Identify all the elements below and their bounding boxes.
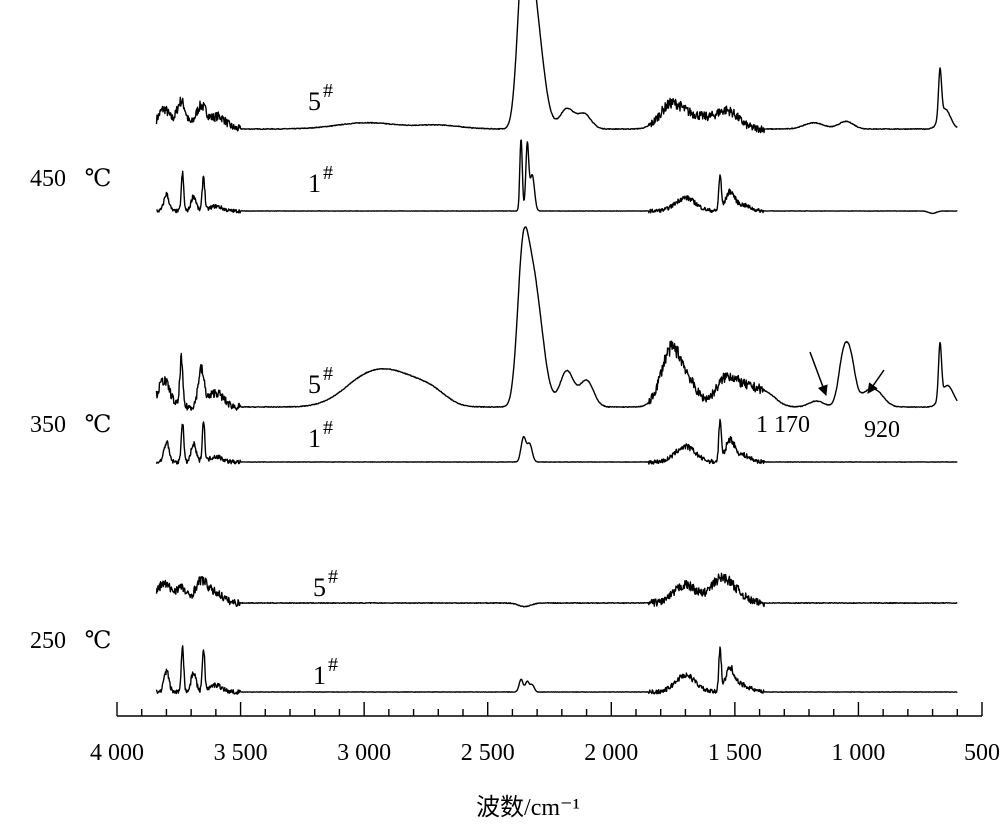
temperature-unit-450: ℃ [85,166,112,192]
series-label-main: 5 [313,573,326,602]
annotation-arrow-1170 [809,351,828,396]
spectrum-250-1 [155,645,958,695]
spectrum-250-5 [155,572,958,608]
temperature-label-250: 250 [30,628,66,654]
x-axis-tick-labels: 4 000 3 500 3 000 2 500 2 000 1 500 1 000 500 [90,740,1000,766]
x-axis: 4 000 3 500 3 000 2 500 2 000 1 500 1 000 500 波… [90,702,1000,821]
temperature-unit-250: ℃ [85,628,112,654]
x-tick-label: 2 000 [584,740,638,766]
temperature-unit-350: ℃ [85,412,112,438]
x-tick-label: 4 000 [90,740,144,766]
series-labels: 5 #1 #5 #1 #5 #1 # [308,80,338,690]
temperature-label-450: 450 [30,166,66,192]
series-label-main: 5 [308,87,321,116]
series-label-250-1: 1 # [313,654,338,690]
temperature-labels: 450 ℃ 350 ℃ 250 ℃ [30,166,111,654]
x-tick-label: 1 500 [708,740,762,766]
series-label-450-1: 1 # [308,162,333,198]
annotation-arrow-920 [867,369,885,394]
x-tick-label: 1 000 [831,740,885,766]
annotations: 1 170 920 [756,351,900,443]
spectrum-350-5 [155,226,958,411]
spectrum-350-1 [155,418,958,465]
series-label-sup: # [323,417,333,439]
series-label-sup: # [323,162,333,184]
series-label-main: 5 [308,370,321,399]
series-label-350-5: 5 # [308,363,333,399]
series-label-sup: # [328,654,338,676]
temperature-label-350: 350 [30,412,66,438]
series-label-sup: # [323,80,333,102]
spectrum-450-5 [155,0,958,134]
x-tick-label: 500 [964,740,1000,766]
series-label-sup: # [323,363,333,385]
annotation-label-1170: 1 170 [756,412,810,438]
series-label-450-5: 5 # [308,80,333,116]
x-axis-label: 波数/cm⁻¹ [476,794,580,821]
series-label-main: 1 [313,661,326,690]
x-tick-label: 3 500 [214,740,268,766]
series-label-350-1: 1 # [308,417,333,453]
series-label-sup: # [328,566,338,588]
spectrum-450-1 [156,139,958,215]
series-label-main: 1 [308,169,321,198]
spectra-curves [155,0,958,695]
x-axis-ticks [116,702,983,716]
series-label-250-5: 5 # [313,566,338,602]
annotation-label-920: 920 [864,417,900,443]
x-tick-label: 2 500 [461,740,515,766]
x-tick-label: 3 000 [337,740,391,766]
series-label-main: 1 [308,424,321,453]
